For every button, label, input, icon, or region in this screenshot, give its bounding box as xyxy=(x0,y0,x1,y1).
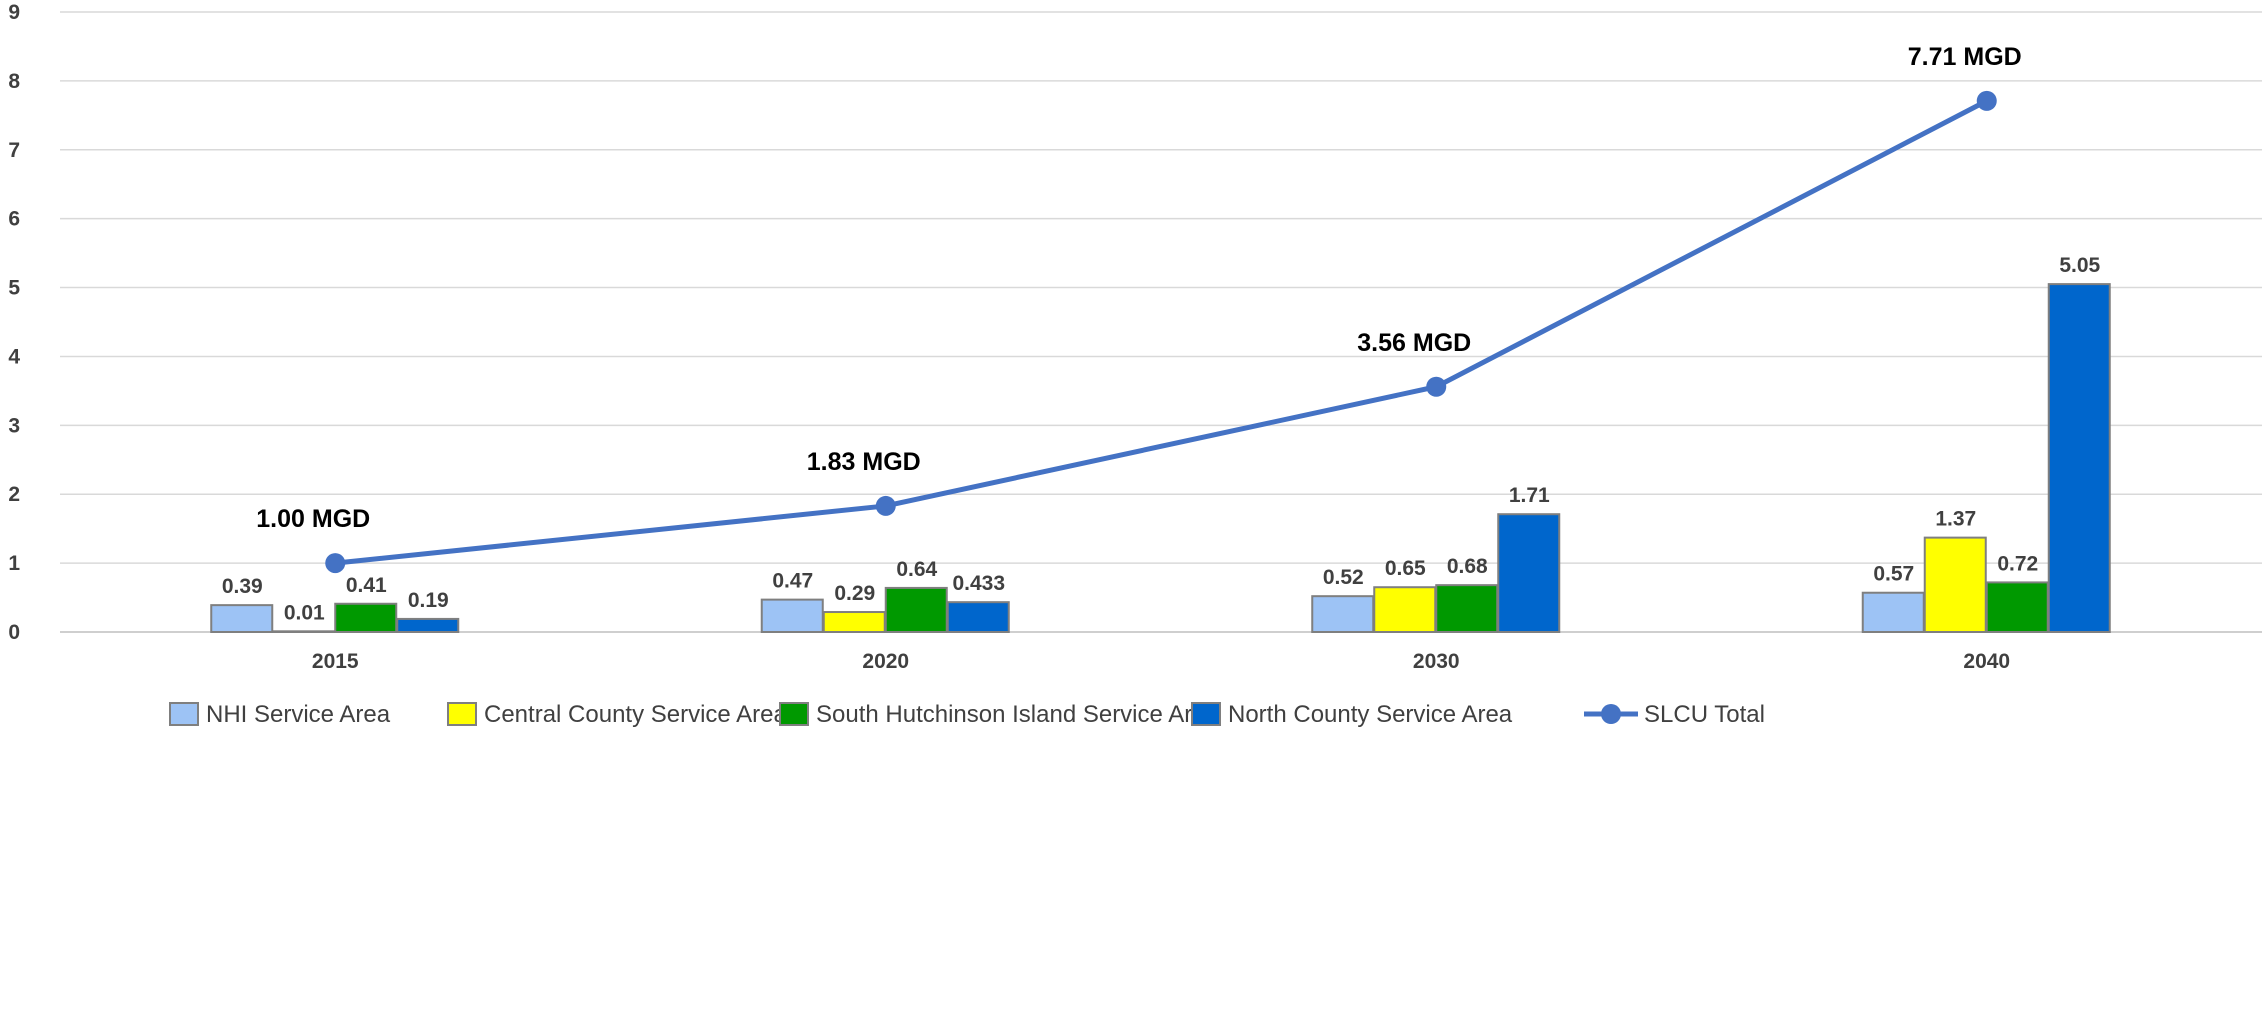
bar-value-label: 0.01 xyxy=(284,601,325,624)
legend-label: North County Service Area xyxy=(1228,701,1513,728)
y-tick-label: 6 xyxy=(8,208,20,231)
legend-item-north-county-service-area: North County Service Area xyxy=(1191,701,1513,728)
bar-value-label: 1.71 xyxy=(1509,484,1550,507)
bar-north-county-service-area-2040 xyxy=(2047,283,2111,633)
bar-value-label: 0.47 xyxy=(772,570,813,593)
gridlines xyxy=(60,11,2262,633)
y-tick-label: 2 xyxy=(8,483,20,506)
bar-central-county-service-area-2020 xyxy=(822,611,886,633)
bar-value-label: 0.57 xyxy=(1873,563,1914,586)
legend-marker xyxy=(1601,704,1621,724)
bar-value-label: 0.41 xyxy=(346,574,387,597)
line-value-label: 3.56 MGD xyxy=(1357,329,1471,357)
x-axis: 2015 2020 2030 2040 xyxy=(312,650,2010,673)
legend-item-slcu-total: SLCU Total xyxy=(1584,701,1765,728)
bar-north-county-service-area-2015 xyxy=(396,617,460,634)
x-tick-label: 2040 xyxy=(1963,650,2010,673)
bar-value-label: 0.39 xyxy=(222,575,263,598)
y-axis: 0 1 2 3 4 5 6 7 8 9 xyxy=(8,1,20,644)
legend-item-nhi-service-area: NHI Service Area xyxy=(169,701,391,728)
bar-value-label: 0.52 xyxy=(1323,566,1364,589)
bar-data-labels: 0.39 0.01 0.41 0.19 0.47 0.29 0.64 0.433 0.52 0.6… xyxy=(222,254,2101,624)
legend-label: South Hutchinson Island Service Area xyxy=(816,701,1220,728)
line-point-2030 xyxy=(1426,376,1447,397)
y-tick-label: 9 xyxy=(8,1,20,24)
x-tick-label: 2020 xyxy=(862,650,909,673)
bar-south-hutchinson-island-service-area-2040 xyxy=(1985,581,2049,634)
bar-central-county-service-area-2030 xyxy=(1373,586,1437,634)
total-line: 1.00 MGD 1.83 MGD 3.56 MGD 7.71 MGD xyxy=(256,43,2022,574)
bar-nhi-service-area-2030 xyxy=(1311,595,1375,634)
bars xyxy=(210,283,2111,634)
bar-nhi-service-area-2040 xyxy=(1861,591,1925,634)
bar-value-label: 0.65 xyxy=(1385,557,1426,580)
line-point-2020 xyxy=(875,495,896,516)
legend-swatch xyxy=(169,702,199,726)
legend-item-central-county-service-area: Central County Service Area xyxy=(447,701,787,728)
line-value-label: 1.00 MGD xyxy=(256,505,370,533)
legend-item-south-hutchinson-island-service-area: South Hutchinson Island Service Area xyxy=(779,701,1220,728)
legend-swatch xyxy=(1191,702,1221,726)
bar-north-county-service-area-2030 xyxy=(1497,513,1561,634)
bar-nhi-service-area-2015 xyxy=(210,604,274,634)
bar-value-label: 0.68 xyxy=(1447,555,1488,578)
bar-value-label: 1.37 xyxy=(1935,508,1976,531)
legend-swatch xyxy=(447,702,477,726)
bar-central-county-service-area-2040 xyxy=(1923,536,1987,633)
line-point-2015 xyxy=(325,553,346,574)
bar-nhi-service-area-2020 xyxy=(760,598,824,633)
bar-central-county-service-area-2015 xyxy=(272,630,336,633)
line-value-label: 1.83 MGD xyxy=(807,448,921,476)
bar-value-label: 0.19 xyxy=(408,589,449,612)
bar-value-label: 0.433 xyxy=(952,572,1005,595)
y-tick-label: 3 xyxy=(8,414,20,437)
y-tick-label: 4 xyxy=(8,345,20,368)
bar-south-hutchinson-island-service-area-2020 xyxy=(884,586,948,634)
bar-north-county-service-area-2020 xyxy=(946,601,1010,633)
legend-swatch xyxy=(779,702,809,726)
bar-south-hutchinson-island-service-area-2030 xyxy=(1435,584,1499,634)
series-line-slcu-total xyxy=(334,98,1988,566)
bar-value-label: 0.72 xyxy=(1997,552,2038,575)
y-tick-label: 0 xyxy=(8,621,20,644)
y-tick-label: 8 xyxy=(8,70,20,93)
y-tick-label: 5 xyxy=(8,277,20,300)
y-tick-label: 7 xyxy=(8,139,20,162)
y-tick-label: 1 xyxy=(8,552,20,575)
x-tick-label: 2015 xyxy=(312,650,359,673)
legend: NHI Service Area Central County Service A… xyxy=(169,701,1765,728)
bar-south-hutchinson-island-service-area-2015 xyxy=(334,602,398,633)
bar-value-label: 0.64 xyxy=(896,558,937,581)
line-point-2040 xyxy=(1976,90,1997,111)
legend-label: SLCU Total xyxy=(1644,701,1765,728)
bar-value-label: 0.29 xyxy=(834,582,875,605)
legend-label: Central County Service Area xyxy=(484,701,787,728)
legend-label: NHI Service Area xyxy=(206,701,391,728)
line-value-label: 7.71 MGD xyxy=(1908,43,2022,71)
bar-value-label: 5.05 xyxy=(2059,254,2100,277)
x-tick-label: 2030 xyxy=(1413,650,1460,673)
